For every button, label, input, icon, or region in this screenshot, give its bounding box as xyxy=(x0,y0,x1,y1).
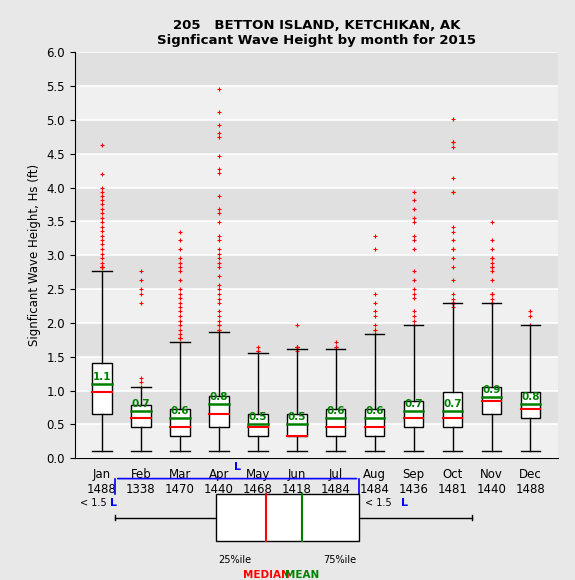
Bar xyxy=(443,392,462,427)
Text: 0.8: 0.8 xyxy=(521,392,540,402)
Bar xyxy=(75,289,558,323)
Text: < 1.5: < 1.5 xyxy=(365,498,395,508)
Bar xyxy=(92,363,112,414)
Text: 0.7: 0.7 xyxy=(404,399,423,409)
Text: 0.6: 0.6 xyxy=(366,405,384,415)
Text: L: L xyxy=(401,498,408,508)
Text: L: L xyxy=(110,498,117,508)
Text: L: L xyxy=(233,462,241,472)
Bar xyxy=(75,357,558,390)
Bar xyxy=(287,414,306,436)
Text: 0.5: 0.5 xyxy=(288,412,306,422)
Text: MEAN: MEAN xyxy=(285,570,319,580)
Bar xyxy=(75,390,558,425)
Bar xyxy=(75,425,558,458)
Bar xyxy=(75,187,558,222)
Bar xyxy=(75,255,558,289)
Bar xyxy=(75,52,558,86)
Y-axis label: Signficant Wave Height, Hs (ft): Signficant Wave Height, Hs (ft) xyxy=(28,164,41,346)
Bar xyxy=(75,154,558,187)
Bar xyxy=(75,323,558,357)
Bar xyxy=(75,222,558,255)
Text: 0.8: 0.8 xyxy=(210,392,228,402)
Text: 0.6: 0.6 xyxy=(171,405,189,415)
Title: 205   BETTON ISLAND, KETCHIKAN, AK
Signficant Wave Height by month for 2015: 205 BETTON ISLAND, KETCHIKAN, AK Signfic… xyxy=(157,19,476,47)
Bar xyxy=(248,414,267,436)
Bar xyxy=(75,120,558,154)
Bar xyxy=(482,387,501,414)
Bar xyxy=(365,409,385,436)
Text: < 1.5: < 1.5 xyxy=(79,498,109,508)
Text: 0.7: 0.7 xyxy=(132,399,150,409)
Text: 1.1: 1.1 xyxy=(93,372,112,382)
Text: 25%ile: 25%ile xyxy=(218,554,252,565)
Text: 75%ile: 75%ile xyxy=(323,554,356,565)
Text: 0.5: 0.5 xyxy=(248,412,267,422)
Bar xyxy=(216,494,359,542)
Text: 0.6: 0.6 xyxy=(327,405,345,415)
Bar xyxy=(209,396,229,427)
Bar xyxy=(170,409,190,436)
Bar xyxy=(404,401,423,427)
Bar xyxy=(326,409,346,436)
Text: MEDIAN: MEDIAN xyxy=(243,570,289,580)
Text: 0.7: 0.7 xyxy=(443,399,462,409)
Bar xyxy=(131,405,151,427)
Text: 0.9: 0.9 xyxy=(482,385,501,396)
Bar xyxy=(521,392,540,418)
Bar xyxy=(75,86,558,120)
